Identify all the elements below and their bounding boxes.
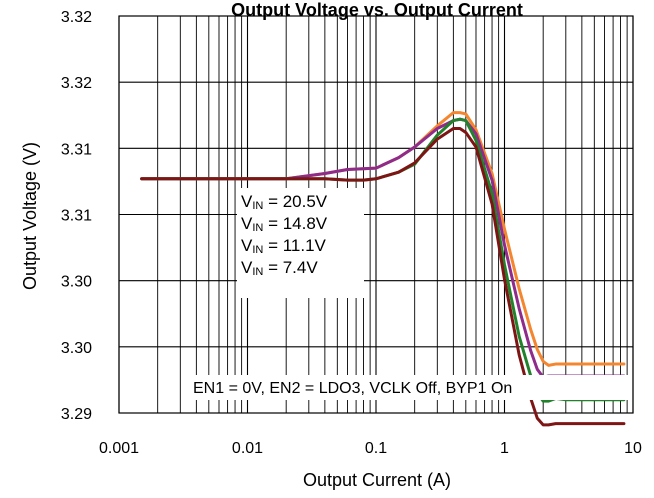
y-tick-label: 3.32 [61, 9, 92, 26]
annotation-text: EN1 = 0V, EN2 = LDO3, VCLK Off, BYP1 On [193, 380, 512, 397]
y-tick-label: 3.31 [61, 141, 92, 158]
y-axis-title: Output Voltage (V) [20, 142, 40, 290]
legend-subscript: IN [252, 200, 263, 212]
legend-entry-2: VIN = 11.1V [241, 236, 327, 256]
series-layer [140, 111, 626, 427]
y-tick-label: 3.32 [61, 75, 92, 92]
y-tick-label: 3.30 [61, 274, 92, 291]
x-tick-label: 0.001 [99, 440, 139, 457]
series-line-3 [140, 126, 626, 427]
plot-border [118, 15, 634, 414]
legend-entry-3: VIN = 7.4V [241, 258, 318, 278]
legend-entry-0: VIN = 20.5V [241, 192, 328, 212]
legend-suffix: = 7.4V [263, 258, 318, 277]
tick-layer: 0.001 0.01 0.1 1 10 3.29 3.30 3.30 3.31 3.31 3.32 3… [61, 9, 642, 457]
legend-box [237, 188, 364, 298]
x-axis-title: Output Current (A) [303, 470, 451, 490]
annotation-background [191, 375, 630, 400]
chart-title: Output Voltage vs. Output Current [231, 0, 523, 20]
x-tick-label: 0.1 [365, 440, 387, 457]
legend-prefix: V [241, 192, 253, 211]
legend-subscript: IN [252, 222, 263, 234]
y-tick-label: 3.29 [61, 406, 92, 423]
x-tick-label: 0.01 [232, 440, 263, 457]
legend-suffix: = 20.5V [263, 192, 327, 211]
legend-suffix: = 11.1V [263, 236, 326, 255]
y-tick-label: 3.31 [61, 208, 92, 225]
x-tick-label: 1 [500, 440, 509, 457]
legend-prefix: V [241, 214, 253, 233]
legend-prefix: V [241, 236, 253, 255]
legend-prefix: V [241, 258, 253, 277]
y-tick-label: 3.30 [61, 340, 92, 357]
legend-suffix: = 14.8V [263, 214, 327, 233]
legend-entry-1: VIN = 14.8V [241, 214, 328, 234]
annotation-layer: EN1 = 0V, EN2 = LDO3, VCLK Off, BYP1 On [191, 375, 630, 400]
legend-subscript: IN [252, 244, 263, 256]
x-tick-label: 10 [624, 440, 642, 457]
grid-layer [118, 15, 634, 414]
legend-subscript: IN [252, 266, 263, 278]
